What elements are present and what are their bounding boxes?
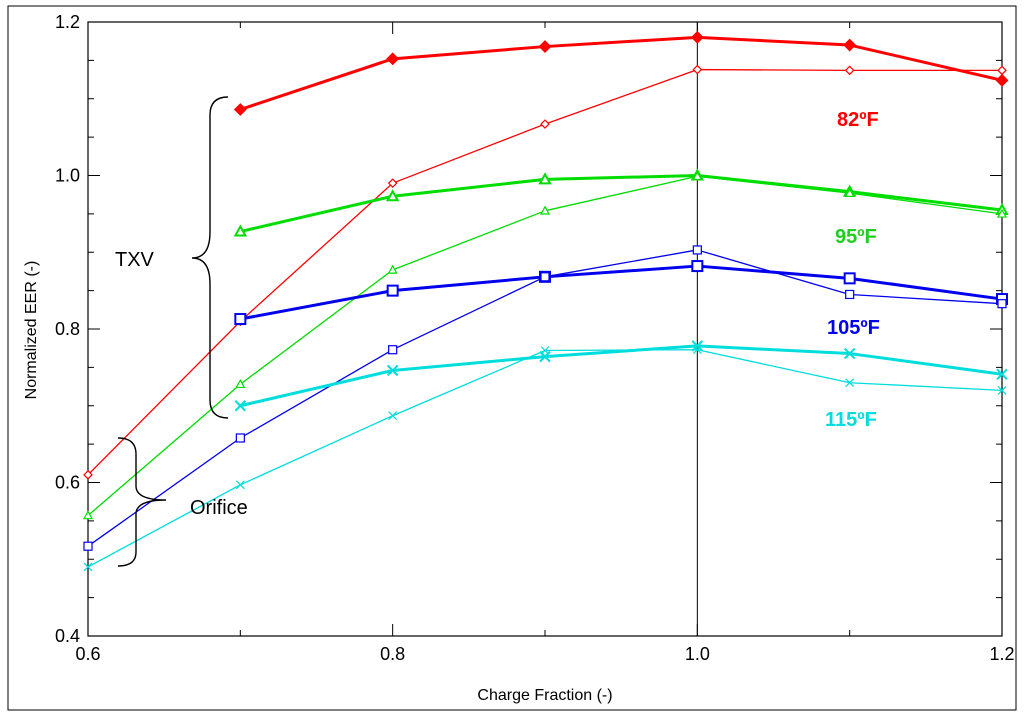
data-point: [538, 172, 552, 185]
series-line: [240, 264, 1003, 321]
series-line: [239, 174, 1003, 233]
data-point: [233, 103, 247, 116]
data-point: [234, 400, 247, 412]
data-point: [995, 73, 1009, 87]
data-point: [844, 65, 855, 76]
data-point: [690, 30, 704, 44]
txv-label: TXV: [115, 249, 155, 271]
data-point: [386, 52, 400, 66]
series-line: [239, 344, 1003, 408]
data-point: [83, 469, 93, 480]
x-tick-label: 1.0: [685, 644, 710, 664]
series-orifice-7: [83, 345, 1007, 572]
data-point: [540, 119, 550, 129]
x-tick-label: 0.6: [75, 644, 100, 664]
data-point: [844, 187, 855, 197]
data-point: [845, 289, 855, 300]
data-point: [997, 65, 1007, 76]
figure-border: [7, 5, 1017, 711]
x-tick-label: 1.2: [989, 644, 1014, 664]
y-tick-label: 0.6: [55, 473, 80, 493]
data-point: [540, 346, 550, 355]
data-point: [83, 541, 93, 551]
series-label-105f: 105ºF: [827, 317, 880, 339]
series-label-95f: 95ºF: [835, 226, 877, 248]
data-point: [692, 171, 703, 181]
data-point: [692, 345, 702, 355]
data-point: [387, 264, 398, 274]
data-point: [845, 378, 855, 388]
data-point: [235, 379, 246, 389]
data-point: [83, 562, 93, 572]
y-axis-label: Normalized EER (-): [23, 261, 40, 400]
series-layer: [82, 30, 1009, 572]
data-point: [843, 38, 857, 52]
data-point: [997, 299, 1007, 309]
series-label-115f: 115ºF: [825, 409, 877, 431]
data-point: [386, 284, 399, 297]
data-point: [691, 260, 704, 273]
tick-labels: 0.6 0.8 1.0 1.20.40.60.81.01.2: [55, 12, 1015, 664]
data-point: [82, 510, 94, 520]
y-tick-label: 0.8: [55, 319, 80, 339]
data-point: [388, 411, 398, 421]
data-point: [996, 368, 1008, 380]
data-point: [843, 347, 856, 360]
data-point: [997, 385, 1007, 395]
series-txv-6: [234, 340, 1008, 412]
data-point: [996, 208, 1008, 218]
data-point: [386, 364, 399, 377]
data-point: [233, 224, 248, 237]
data-point: [235, 480, 245, 490]
y-tick-label: 1.2: [55, 12, 80, 32]
series-orifice-5: [83, 245, 1007, 551]
series-line: [239, 35, 1003, 111]
data-point: [538, 40, 552, 53]
series-label-82f: 82ºF: [837, 109, 879, 131]
orifice-label: Orifice: [190, 497, 248, 519]
y-tick-label: 0.4: [55, 626, 80, 646]
data-point: [539, 205, 551, 215]
data-point: [385, 189, 400, 202]
orifice-brace: [117, 437, 167, 567]
data-point: [388, 345, 398, 355]
txv-brace: [191, 96, 229, 419]
x-tick-label: 0.8: [380, 644, 405, 664]
x-axis-label: Charge Fraction (-): [477, 687, 612, 704]
y-tick-label: 1.0: [55, 166, 80, 186]
data-point: [234, 313, 247, 326]
data-point: [540, 272, 550, 282]
data-point: [387, 178, 398, 189]
data-point: [843, 272, 856, 285]
data-point: [235, 433, 245, 443]
data-point: [692, 64, 703, 75]
series-txv-0: [233, 30, 1009, 116]
data-point: [692, 245, 702, 255]
series-orifice-3: [82, 171, 1008, 520]
